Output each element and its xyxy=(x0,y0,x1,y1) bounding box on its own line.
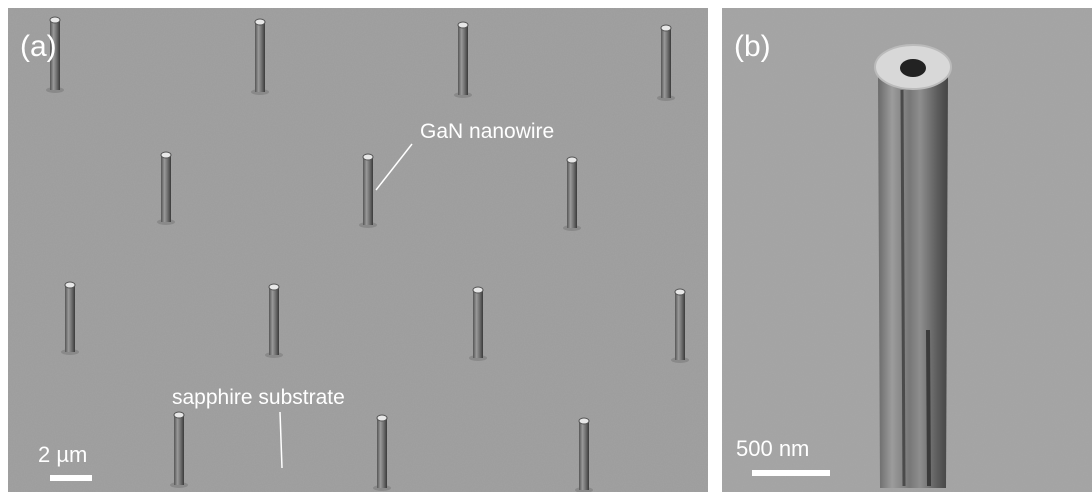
annotation: sapphire substrate xyxy=(172,386,345,409)
nanowire xyxy=(174,415,184,485)
panel-b: (b) 500 nm xyxy=(722,8,1092,492)
wire-top xyxy=(255,19,265,25)
page: (a) GaN nanowire sapphire substrate 2 µm… xyxy=(0,0,1092,492)
texture xyxy=(8,8,708,492)
scale-label: 500 nm xyxy=(736,436,809,461)
annotation: GaN nanowire xyxy=(420,120,554,143)
nanowire xyxy=(363,157,373,225)
panel-label: (a) xyxy=(20,30,57,63)
nanowire xyxy=(473,290,483,358)
scale-bar xyxy=(752,470,830,476)
nanowire xyxy=(377,418,387,488)
scale-label: 2 µm xyxy=(38,442,87,467)
wire-top xyxy=(161,152,171,158)
wire-top xyxy=(458,22,468,28)
wire-top xyxy=(363,154,373,160)
wire-top xyxy=(661,25,671,31)
wire-top xyxy=(65,282,75,288)
figure: (a) GaN nanowire sapphire substrate 2 µm… xyxy=(0,0,1092,492)
nanowire xyxy=(65,285,75,352)
wire-top xyxy=(567,157,577,163)
wire-top xyxy=(174,412,184,418)
wire-hole xyxy=(900,59,926,77)
panel-a: (a) GaN nanowire sapphire substrate 2 µm xyxy=(8,8,708,492)
nanowire xyxy=(661,28,671,98)
nanowire xyxy=(579,421,589,490)
wire-top xyxy=(50,17,60,23)
facet-edge xyxy=(928,330,929,486)
nanowire xyxy=(878,72,948,488)
nanowire xyxy=(161,155,171,222)
panel-label: (b) xyxy=(734,30,771,63)
wire-top xyxy=(269,284,279,290)
wire-top xyxy=(675,289,685,295)
wire-top xyxy=(473,287,483,293)
nanowire xyxy=(269,287,279,355)
wire-top xyxy=(377,415,387,421)
nanowire xyxy=(675,292,685,360)
nanowire xyxy=(255,22,265,92)
scale-bar xyxy=(50,475,92,481)
wire-top xyxy=(579,418,589,424)
nanowire xyxy=(458,25,468,95)
facet-edge xyxy=(902,90,904,486)
nanowire xyxy=(567,160,577,228)
